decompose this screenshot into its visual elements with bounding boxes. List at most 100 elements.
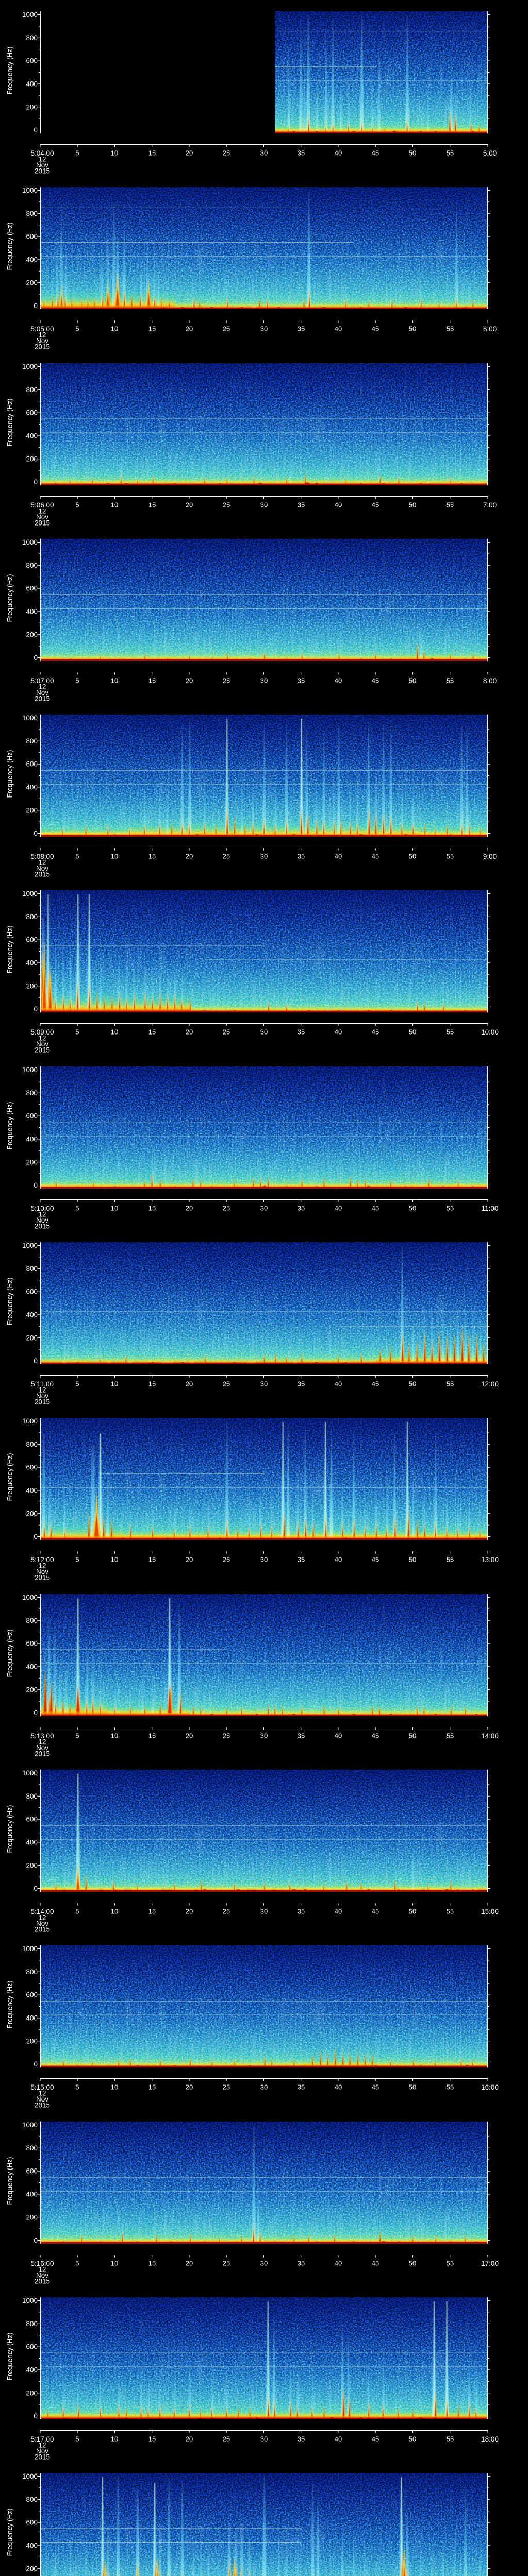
svg-text:600: 600: [26, 936, 38, 944]
svg-text:55: 55: [447, 1556, 454, 1564]
svg-text:2015: 2015: [35, 519, 50, 527]
svg-text:800: 800: [26, 1265, 38, 1273]
svg-text:50: 50: [409, 1205, 416, 1212]
svg-text:200: 200: [26, 279, 38, 286]
svg-text:800: 800: [26, 1792, 38, 1800]
svg-text:35: 35: [298, 2435, 305, 2443]
svg-text:55: 55: [447, 1908, 454, 1916]
svg-text:800: 800: [26, 562, 38, 569]
svg-text:800: 800: [26, 2144, 38, 2152]
svg-text:35: 35: [298, 2083, 305, 2091]
svg-text:5:00: 5:00: [483, 149, 497, 157]
svg-text:55: 55: [447, 1205, 454, 1212]
svg-text:30: 30: [260, 2083, 268, 2091]
svg-text:5:04:00: 5:04:00: [30, 149, 54, 157]
svg-text:5: 5: [75, 2083, 79, 2091]
svg-text:25: 25: [223, 1205, 230, 1212]
svg-text:0: 0: [34, 2236, 38, 2244]
svg-text:25: 25: [223, 2083, 230, 2091]
svg-text:20: 20: [186, 2435, 193, 2443]
svg-text:45: 45: [372, 1028, 379, 1036]
svg-text:5: 5: [75, 2260, 79, 2267]
svg-text:5: 5: [75, 1028, 79, 1036]
svg-text:Frequency (Hz): Frequency (Hz): [6, 750, 14, 798]
svg-text:30: 30: [260, 501, 268, 509]
svg-text:25: 25: [223, 1380, 230, 1388]
svg-text:14:00: 14:00: [481, 1732, 499, 1740]
svg-text:20: 20: [186, 2083, 193, 2091]
svg-text:400: 400: [26, 432, 38, 440]
svg-text:800: 800: [26, 34, 38, 42]
svg-text:40: 40: [335, 1028, 342, 1036]
svg-text:0: 0: [34, 1709, 38, 1717]
svg-text:2015: 2015: [35, 1223, 50, 1230]
svg-text:45: 45: [372, 2260, 379, 2267]
svg-text:10: 10: [111, 2435, 118, 2443]
svg-text:20: 20: [186, 853, 193, 860]
svg-text:25: 25: [223, 325, 230, 333]
svg-text:50: 50: [409, 1028, 416, 1036]
svg-text:2015: 2015: [35, 871, 50, 878]
svg-text:55: 55: [447, 2435, 454, 2443]
svg-text:5:14:00: 5:14:00: [30, 1908, 54, 1916]
svg-text:1000: 1000: [22, 1769, 38, 1777]
svg-text:5:16:00: 5:16:00: [30, 2260, 54, 2267]
svg-text:0: 0: [34, 302, 38, 310]
svg-text:Nov: Nov: [36, 689, 48, 697]
svg-text:40: 40: [335, 2083, 342, 2091]
svg-text:Nov: Nov: [36, 865, 48, 872]
svg-text:30: 30: [260, 1205, 268, 1212]
svg-text:25: 25: [223, 1028, 230, 1036]
svg-text:15: 15: [148, 1028, 156, 1036]
svg-text:30: 30: [260, 2435, 268, 2443]
svg-text:Frequency (Hz): Frequency (Hz): [6, 2157, 14, 2205]
svg-text:18:00: 18:00: [481, 2435, 499, 2443]
svg-text:5: 5: [75, 501, 79, 509]
svg-text:30: 30: [260, 1380, 268, 1388]
svg-text:35: 35: [298, 501, 305, 509]
svg-text:200: 200: [26, 103, 38, 111]
svg-text:2015: 2015: [35, 1398, 50, 1406]
svg-text:400: 400: [26, 2542, 38, 2550]
svg-text:5:10:00: 5:10:00: [30, 1205, 54, 1212]
svg-text:25: 25: [223, 1908, 230, 1916]
svg-text:7:00: 7:00: [483, 501, 497, 509]
svg-text:600: 600: [26, 1288, 38, 1296]
svg-text:600: 600: [26, 1464, 38, 1471]
svg-text:40: 40: [335, 1556, 342, 1564]
svg-text:20: 20: [186, 2260, 193, 2267]
svg-text:15: 15: [148, 501, 156, 509]
svg-text:800: 800: [26, 1968, 38, 1976]
svg-text:600: 600: [26, 1991, 38, 1999]
svg-text:1000: 1000: [22, 890, 38, 897]
svg-text:50: 50: [409, 1556, 416, 1564]
svg-text:5:05:00: 5:05:00: [30, 325, 54, 333]
svg-text:15: 15: [148, 1205, 156, 1212]
svg-text:20: 20: [186, 1908, 193, 1916]
svg-text:0: 0: [34, 126, 38, 134]
svg-text:20: 20: [186, 1205, 193, 1212]
svg-text:10: 10: [111, 1556, 118, 1564]
svg-text:200: 200: [26, 2389, 38, 2397]
svg-text:Frequency (Hz): Frequency (Hz): [6, 1101, 14, 1149]
svg-text:12: 12: [38, 156, 46, 163]
svg-text:40: 40: [335, 1732, 342, 1740]
svg-text:1000: 1000: [22, 1945, 38, 1953]
svg-text:Nov: Nov: [36, 1216, 48, 1224]
svg-text:1000: 1000: [22, 1417, 38, 1425]
svg-text:10: 10: [111, 1732, 118, 1740]
svg-text:8:00: 8:00: [483, 677, 497, 685]
svg-text:35: 35: [298, 1732, 305, 1740]
svg-text:20: 20: [186, 1732, 193, 1740]
svg-text:600: 600: [26, 2167, 38, 2175]
svg-text:5:08:00: 5:08:00: [30, 853, 54, 860]
svg-text:600: 600: [26, 409, 38, 417]
svg-text:40: 40: [335, 853, 342, 860]
svg-text:400: 400: [26, 256, 38, 264]
svg-text:200: 200: [26, 2213, 38, 2221]
svg-text:2015: 2015: [35, 343, 50, 351]
svg-text:Frequency (Hz): Frequency (Hz): [6, 2332, 14, 2380]
svg-text:1000: 1000: [22, 2121, 38, 2129]
svg-text:2015: 2015: [35, 1574, 50, 1582]
svg-text:Nov: Nov: [36, 1568, 48, 1575]
